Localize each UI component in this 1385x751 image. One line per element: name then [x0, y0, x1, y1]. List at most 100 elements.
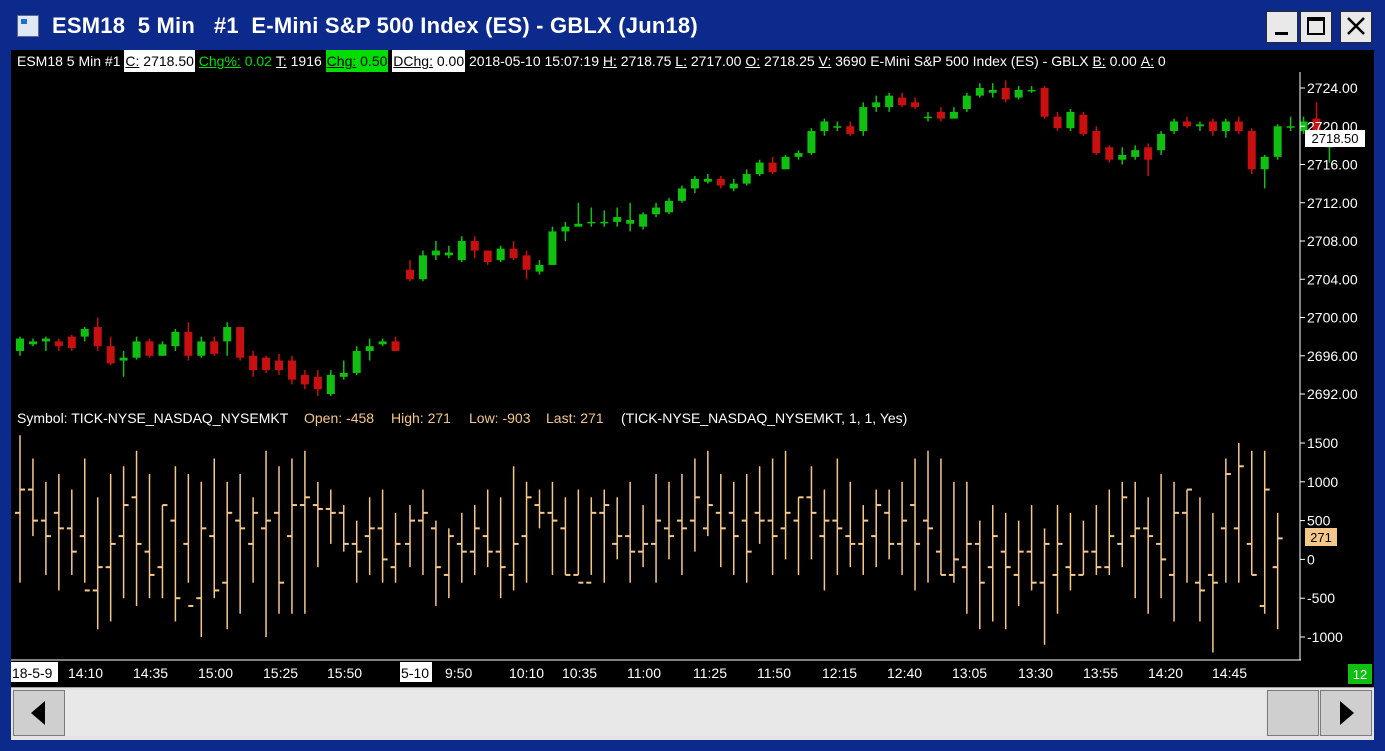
time-axis-label: 14:10 — [68, 665, 103, 681]
tick-bar — [1078, 520, 1089, 576]
tick-bar — [948, 481, 959, 583]
candlestick — [418, 250, 427, 282]
candlestick — [391, 336, 400, 351]
tick-bar — [118, 466, 129, 599]
candlestick — [93, 317, 102, 351]
bar-count-label: 12 — [1353, 667, 1367, 682]
tick-axis-label: 500 — [1307, 513, 1331, 529]
chart-canvas[interactable]: 2724.002720.002716.002712.002708.002704.… — [11, 50, 1374, 687]
candlestick — [1144, 143, 1153, 176]
tick-bar — [767, 458, 778, 575]
time-axis-label: 11:25 — [693, 665, 727, 681]
price-axis-label: 2696.00 — [1307, 348, 1358, 364]
tick-bar — [299, 450, 310, 614]
chg-pct-field: Chg%: 0.02 — [198, 53, 272, 69]
tick-bar — [1130, 481, 1141, 599]
tick-axis-label: -500 — [1307, 590, 1335, 606]
time-axis-label: 15:25 — [263, 665, 298, 681]
tick-bar — [417, 489, 428, 575]
tick-bar — [1065, 512, 1076, 591]
tick-bar — [508, 466, 519, 591]
time-axis-label: 10:35 — [562, 665, 597, 681]
tick-bar — [910, 458, 921, 591]
price-axis-label: 2692.00 — [1307, 386, 1358, 402]
candlestick — [339, 360, 348, 380]
candlestick — [365, 338, 374, 361]
candlestick — [470, 236, 479, 259]
study-high: High: 271 — [391, 410, 451, 426]
close-button[interactable] — [1340, 11, 1372, 43]
candlestick — [1208, 118, 1217, 136]
tick-bar — [144, 474, 155, 599]
candlestick — [444, 245, 453, 259]
tick-bar — [1246, 450, 1257, 576]
candlestick — [496, 245, 505, 263]
tick-bar — [1117, 481, 1128, 568]
chart-area[interactable]: 2724.00 2720.00 2716.00 2712.00 2708.00 2704.… — [11, 50, 1374, 687]
close-field: C: 2718.50 — [124, 50, 195, 72]
minimize-icon — [1275, 32, 1288, 35]
low-field: L: 2717.00 — [675, 53, 742, 69]
scroll-right-button[interactable] — [1320, 690, 1372, 736]
tick-bar — [793, 496, 804, 575]
candlestick — [885, 92, 894, 112]
candlestick — [1247, 128, 1256, 175]
candlestick — [210, 336, 219, 356]
info-symbol: ESM18 5 Min #1 — [17, 53, 121, 69]
candlestick — [1157, 131, 1166, 155]
tick-bar — [534, 489, 545, 529]
candlestick — [962, 92, 971, 112]
title-bar[interactable]: ESM18 5 Min #1 E-Mini S&P 500 Index (ES)… — [0, 0, 1385, 50]
current-price-box — [1305, 130, 1365, 147]
tick-axis-label: -1000 — [1307, 629, 1343, 645]
candlestick — [1195, 121, 1204, 132]
candlestick — [171, 328, 180, 351]
tick-bar — [53, 474, 64, 591]
scroll-thumb[interactable] — [1267, 690, 1319, 736]
window-title: ESM18 5 Min #1 E-Mini S&P 500 Index (ES)… — [52, 13, 698, 38]
candlestick — [794, 150, 803, 160]
tick-bar — [728, 481, 739, 575]
candlestick — [145, 338, 154, 358]
study-symbol: Symbol: TICK-NYSE_NASDAQ_NYSEMKT — [17, 410, 289, 426]
candlestick — [132, 336, 141, 360]
tick-bar — [325, 489, 336, 544]
tick-bar — [456, 512, 467, 583]
candlestick — [833, 121, 842, 132]
app-icon[interactable] — [17, 15, 39, 37]
candlestick — [1183, 116, 1191, 129]
tick-bar — [105, 474, 116, 622]
tick-bar — [702, 450, 713, 537]
tick-bar — [715, 474, 726, 568]
time-axis-label: 5-10 — [401, 665, 429, 681]
maximize-button[interactable] — [1300, 11, 1332, 43]
scroll-track[interactable] — [65, 690, 1265, 736]
horizontal-scrollbar[interactable] — [11, 687, 1374, 740]
candlestick — [872, 95, 881, 112]
current-tick-box — [1305, 528, 1337, 546]
price-axis-label: 2716.00 — [1307, 157, 1358, 173]
tick-bar — [897, 481, 908, 575]
tick-bar — [469, 505, 480, 575]
tick-bar — [1143, 497, 1154, 614]
candlestick — [1066, 109, 1075, 132]
tick-bar — [15, 435, 25, 583]
minimize-button[interactable] — [1266, 11, 1298, 43]
tick-bar — [274, 466, 284, 614]
price-axis-label: 2712.00 — [1307, 195, 1358, 211]
scroll-left-icon — [31, 701, 45, 725]
current-tick-label: 271 — [1310, 530, 1332, 545]
tick-bar — [1052, 505, 1063, 614]
candlestick — [54, 338, 63, 351]
tick-bar — [66, 489, 77, 575]
tick-bar — [377, 489, 388, 583]
tick-bar — [235, 474, 246, 614]
tick-bar — [1272, 512, 1283, 630]
candlestick — [106, 336, 115, 366]
scroll-right-icon — [1340, 701, 1354, 725]
candlestick — [16, 336, 24, 356]
datetime-field: 2018-05-10 15:07:19 — [469, 53, 599, 69]
candlestick — [1001, 80, 1010, 103]
scroll-left-button[interactable] — [13, 690, 65, 736]
current-price-label: 2718.50 — [1312, 131, 1359, 146]
